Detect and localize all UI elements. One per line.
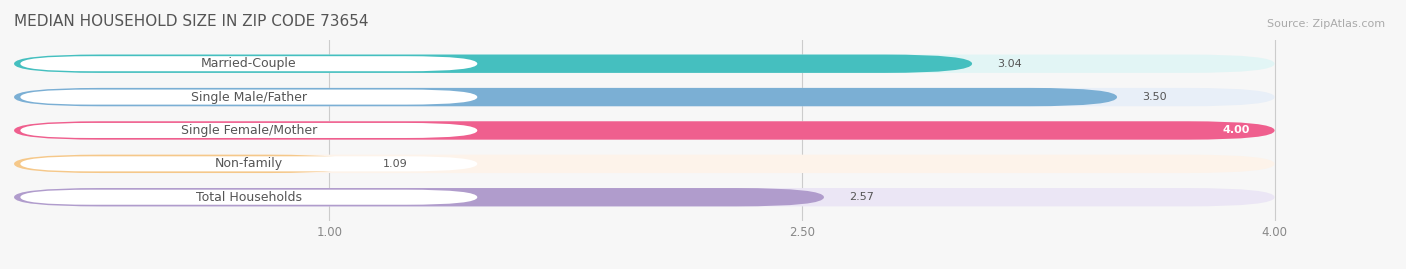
Text: 3.04: 3.04 [997,59,1022,69]
FancyBboxPatch shape [20,123,477,138]
FancyBboxPatch shape [14,88,1116,106]
FancyBboxPatch shape [20,56,477,71]
FancyBboxPatch shape [14,55,1275,73]
FancyBboxPatch shape [20,156,477,171]
FancyBboxPatch shape [14,188,824,206]
Text: Single Male/Father: Single Male/Father [191,91,307,104]
Text: Married-Couple: Married-Couple [201,57,297,70]
FancyBboxPatch shape [20,190,477,205]
FancyBboxPatch shape [14,121,1275,140]
Text: Single Female/Mother: Single Female/Mother [181,124,316,137]
Text: 2.57: 2.57 [849,192,875,202]
FancyBboxPatch shape [14,188,1275,206]
Text: Total Households: Total Households [195,191,302,204]
Text: MEDIAN HOUSEHOLD SIZE IN ZIP CODE 73654: MEDIAN HOUSEHOLD SIZE IN ZIP CODE 73654 [14,15,368,30]
Text: 3.50: 3.50 [1142,92,1167,102]
Text: Source: ZipAtlas.com: Source: ZipAtlas.com [1267,19,1385,29]
FancyBboxPatch shape [14,155,1275,173]
FancyBboxPatch shape [20,90,477,105]
FancyBboxPatch shape [14,155,357,173]
FancyBboxPatch shape [14,88,1275,106]
Text: 4.00: 4.00 [1222,125,1250,136]
FancyBboxPatch shape [14,55,972,73]
Text: 1.09: 1.09 [382,159,408,169]
Text: Non-family: Non-family [215,157,283,170]
FancyBboxPatch shape [14,121,1275,140]
